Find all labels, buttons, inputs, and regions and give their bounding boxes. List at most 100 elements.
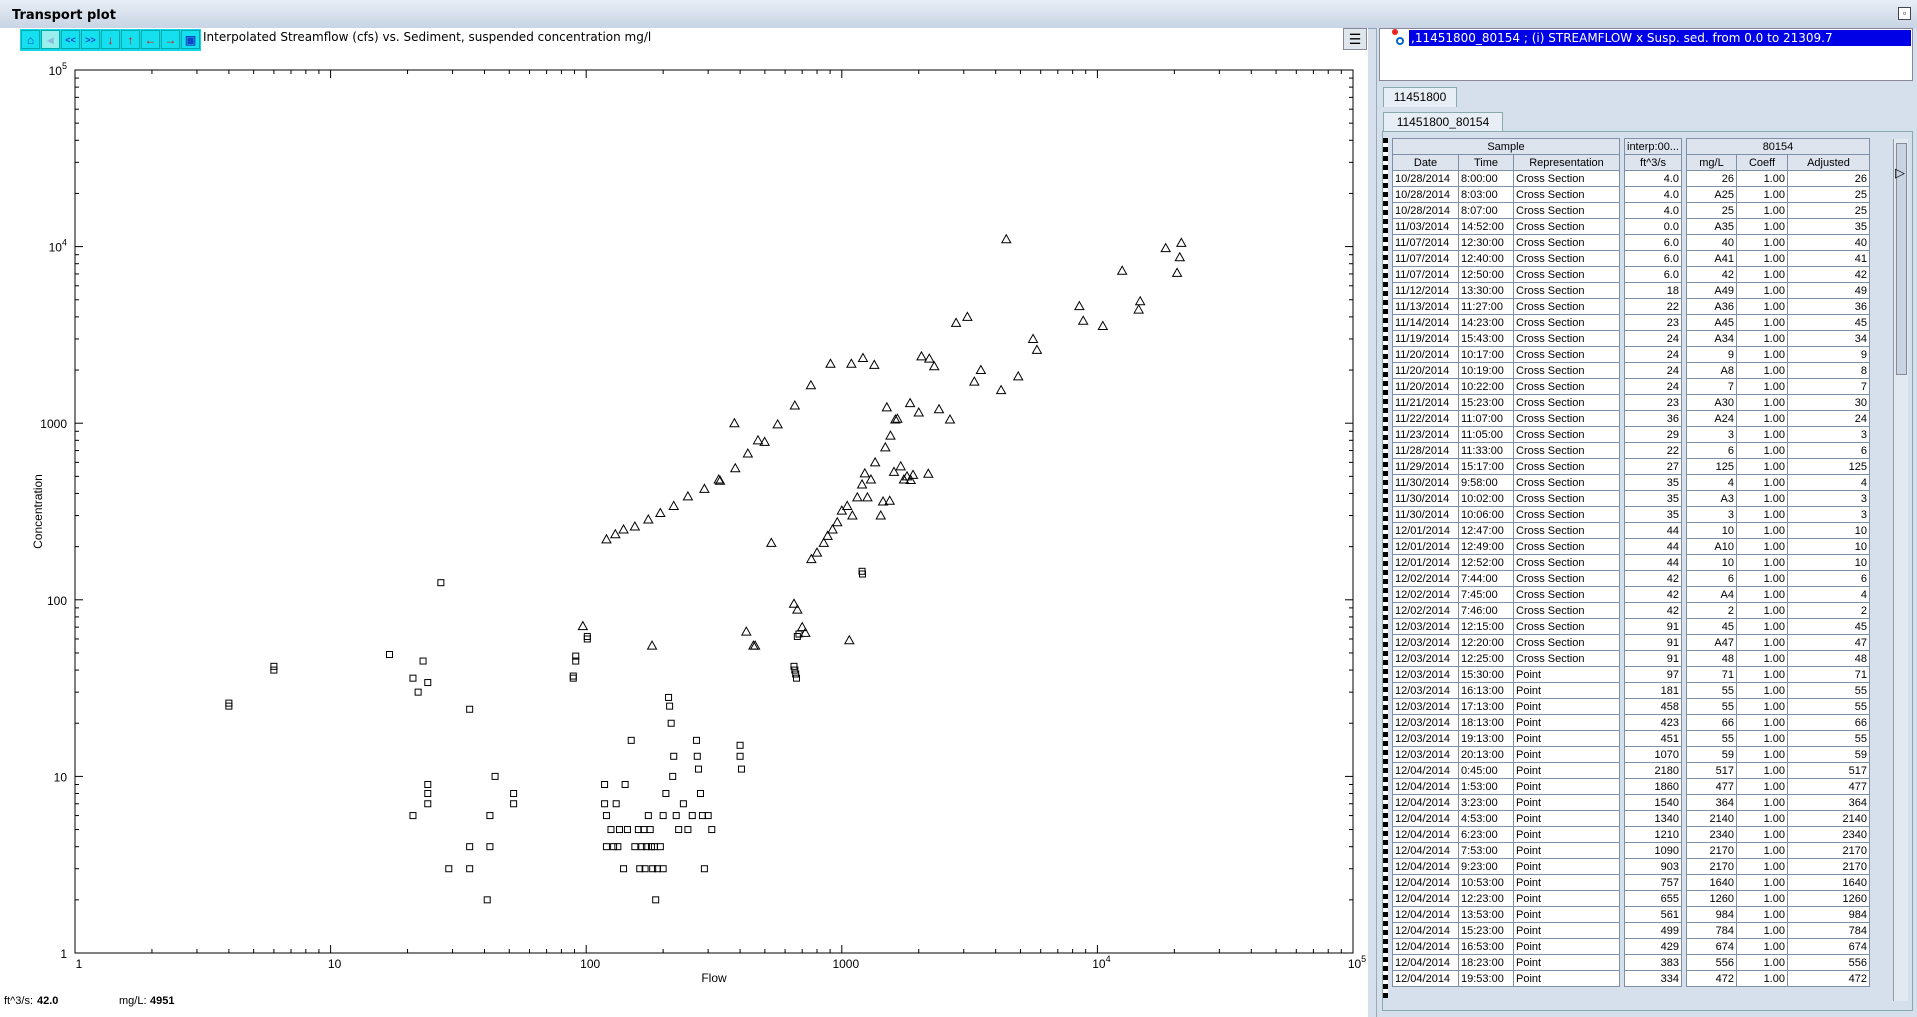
home-icon[interactable]: ⌂ bbox=[21, 30, 40, 49]
table-cell[interactable]: 1.00 bbox=[1735, 618, 1788, 635]
series-list-item[interactable]: ,11451800_80154 ; (i) STREAMFLOW x Susp.… bbox=[1409, 30, 1911, 46]
header-coeff[interactable]: Coeff bbox=[1735, 154, 1788, 171]
table-cell[interactable]: 1.00 bbox=[1735, 442, 1788, 459]
table-cell[interactable]: Cross Section bbox=[1513, 202, 1620, 219]
table-cell[interactable]: Cross Section bbox=[1513, 266, 1620, 283]
table-cell[interactable]: A45 bbox=[1685, 314, 1737, 331]
table-cell[interactable]: 3 bbox=[1786, 490, 1870, 507]
table-cell[interactable]: 458 bbox=[1624, 698, 1682, 715]
table-cell[interactable]: Point bbox=[1513, 842, 1620, 859]
table-cell[interactable]: 55 bbox=[1786, 698, 1870, 715]
table-cell[interactable]: 13:30:00 bbox=[1458, 282, 1514, 299]
table-cell[interactable]: 45 bbox=[1786, 314, 1870, 331]
table-cell[interactable]: 15:30:00 bbox=[1458, 666, 1514, 683]
table-cell[interactable]: 10 bbox=[1786, 554, 1870, 571]
table-cell[interactable]: 26 bbox=[1685, 170, 1737, 187]
table-cell[interactable]: 15:23:00 bbox=[1458, 922, 1514, 939]
table-cell[interactable]: 11:05:00 bbox=[1458, 426, 1514, 443]
table-cell[interactable]: 472 bbox=[1685, 970, 1737, 987]
table-cell[interactable]: 35 bbox=[1624, 490, 1682, 507]
table-cell[interactable]: Cross Section bbox=[1513, 170, 1620, 187]
table-cell[interactable]: 12:49:00 bbox=[1458, 538, 1514, 555]
table-cell[interactable]: Cross Section bbox=[1513, 346, 1620, 363]
table-cell[interactable]: 12/04/2014 bbox=[1392, 874, 1459, 891]
table-cell[interactable]: 7:45:00 bbox=[1458, 586, 1514, 603]
table-cell[interactable]: 12:15:00 bbox=[1458, 618, 1514, 635]
table-cell[interactable]: 12/04/2014 bbox=[1392, 810, 1459, 827]
table-cell[interactable]: 12/02/2014 bbox=[1392, 570, 1459, 587]
table-row[interactable]: 12/04/2014 3:23:00 Point 1540 364 1.00 364 bbox=[1392, 794, 1870, 811]
table-cell[interactable]: 12:52:00 bbox=[1458, 554, 1514, 571]
table-cell[interactable]: Cross Section bbox=[1513, 442, 1620, 459]
left-arrow-icon[interactable]: ← bbox=[141, 30, 160, 49]
table-cell[interactable]: 12/04/2014 bbox=[1392, 970, 1459, 987]
table-cell[interactable]: 10 bbox=[1786, 522, 1870, 539]
table-cell[interactable]: 1210 bbox=[1624, 826, 1682, 843]
table-cell[interactable]: 1.00 bbox=[1735, 634, 1788, 651]
table-cell[interactable]: 517 bbox=[1685, 762, 1737, 779]
table-cell[interactable]: 2170 bbox=[1786, 842, 1870, 859]
table-cell[interactable]: 11/30/2014 bbox=[1392, 474, 1459, 491]
table-cell[interactable]: Point bbox=[1513, 890, 1620, 907]
table-cell[interactable]: 1.00 bbox=[1735, 730, 1788, 747]
table-cell[interactable]: 561 bbox=[1624, 906, 1682, 923]
table-row[interactable]: 12/03/2014 18:13:00 Point 423 66 1.00 66 bbox=[1392, 714, 1870, 731]
table-cell[interactable]: 6 bbox=[1685, 442, 1737, 459]
table-cell[interactable]: 472 bbox=[1786, 970, 1870, 987]
table-row[interactable]: 11/07/2014 12:40:00 Cross Section 6.0 A41 1.0… bbox=[1392, 250, 1870, 267]
tab-series[interactable]: 11451800_80154 bbox=[1383, 112, 1503, 132]
table-cell[interactable]: 784 bbox=[1685, 922, 1737, 939]
table-cell[interactable]: 1860 bbox=[1624, 778, 1682, 795]
table-cell[interactable]: 12:25:00 bbox=[1458, 650, 1514, 667]
table-cell[interactable]: 1.00 bbox=[1735, 170, 1788, 187]
table-cell[interactable]: 8 bbox=[1786, 362, 1870, 379]
table-cell[interactable]: Cross Section bbox=[1513, 186, 1620, 203]
table-cell[interactable]: Cross Section bbox=[1513, 522, 1620, 539]
table-cell[interactable]: 2170 bbox=[1786, 858, 1870, 875]
table-cell[interactable]: 2170 bbox=[1685, 842, 1737, 859]
table-cell[interactable]: 7 bbox=[1685, 378, 1737, 395]
table-row[interactable]: 12/04/2014 12:23:00 Point 655 1260 1.00 1260 bbox=[1392, 890, 1870, 907]
up-arrow-icon[interactable]: ↑ bbox=[121, 30, 140, 49]
table-cell[interactable]: 91 bbox=[1624, 650, 1682, 667]
table-cell[interactable]: 12/03/2014 bbox=[1392, 746, 1459, 763]
table-cell[interactable]: 1.00 bbox=[1735, 426, 1788, 443]
table-cell[interactable]: 11/22/2014 bbox=[1392, 410, 1459, 427]
table-cell[interactable]: 66 bbox=[1685, 714, 1737, 731]
table-cell[interactable]: 1.00 bbox=[1735, 186, 1788, 203]
table-cell[interactable]: 36 bbox=[1786, 298, 1870, 315]
table-cell[interactable]: 9:23:00 bbox=[1458, 858, 1514, 875]
table-cell[interactable]: 12/04/2014 bbox=[1392, 922, 1459, 939]
table-cell[interactable]: 24 bbox=[1624, 330, 1682, 347]
table-cell[interactable]: 12/03/2014 bbox=[1392, 698, 1459, 715]
table-cell[interactable]: 4 bbox=[1786, 586, 1870, 603]
table-cell[interactable]: 1.00 bbox=[1735, 698, 1788, 715]
table-cell[interactable]: 11/13/2014 bbox=[1392, 298, 1459, 315]
table-cell[interactable]: 2340 bbox=[1786, 826, 1870, 843]
table-cell[interactable]: 1.00 bbox=[1735, 330, 1788, 347]
table-row[interactable]: 12/01/2014 12:47:00 Cross Section 44 10 1.00 1… bbox=[1392, 522, 1870, 539]
table-cell[interactable]: 1.00 bbox=[1735, 650, 1788, 667]
table-cell[interactable]: 11/20/2014 bbox=[1392, 346, 1459, 363]
table-cell[interactable]: 1070 bbox=[1624, 746, 1682, 763]
table-cell[interactable]: 35 bbox=[1624, 474, 1682, 491]
table-cell[interactable]: 334 bbox=[1624, 970, 1682, 987]
table-cell[interactable]: 26 bbox=[1786, 170, 1870, 187]
table-cell[interactable]: 11:07:00 bbox=[1458, 410, 1514, 427]
table-cell[interactable]: 12/04/2014 bbox=[1392, 938, 1459, 955]
table-row[interactable]: 12/03/2014 19:13:00 Point 451 55 1.00 55 bbox=[1392, 730, 1870, 747]
table-cell[interactable]: 11/19/2014 bbox=[1392, 330, 1459, 347]
table-scrollbar[interactable] bbox=[1893, 139, 1908, 1001]
table-cell[interactable]: 42 bbox=[1624, 586, 1682, 603]
table-cell[interactable]: 1.00 bbox=[1735, 218, 1788, 235]
table-row[interactable]: 12/04/2014 18:23:00 Point 383 556 1.00 556 bbox=[1392, 954, 1870, 971]
table-cell[interactable]: 12:47:00 bbox=[1458, 522, 1514, 539]
table-cell[interactable]: 1.00 bbox=[1735, 298, 1788, 315]
table-cell[interactable]: Cross Section bbox=[1513, 570, 1620, 587]
table-cell[interactable]: 12/04/2014 bbox=[1392, 762, 1459, 779]
table-cell[interactable]: 25 bbox=[1685, 202, 1737, 219]
table-cell[interactable]: 40 bbox=[1786, 234, 1870, 251]
table-cell[interactable]: 1.00 bbox=[1735, 538, 1788, 555]
table-cell[interactable]: 1.00 bbox=[1735, 490, 1788, 507]
table-cell[interactable]: 1.00 bbox=[1735, 410, 1788, 427]
